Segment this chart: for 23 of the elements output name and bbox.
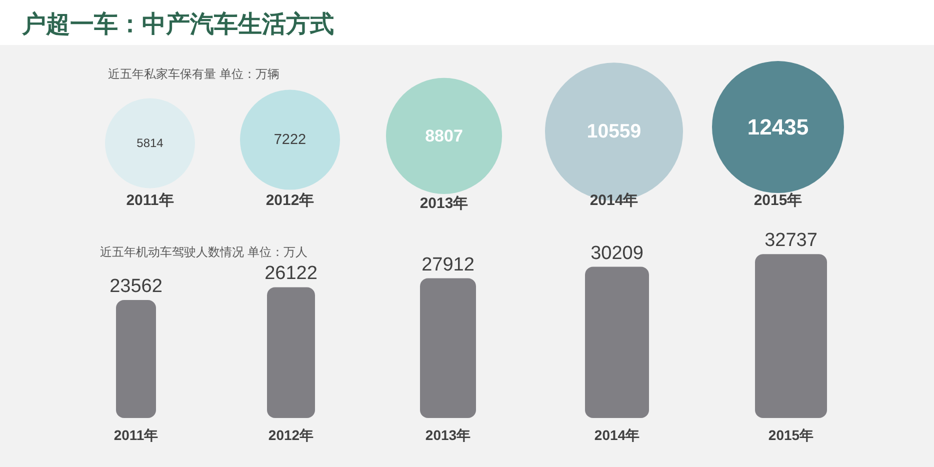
data-label: 27912 [422,254,474,276]
x-tick-label: 2013年 [425,427,471,443]
x-tick-label: 2014年 [594,427,640,443]
chart-subtitle: 近五年私家车保有量 单位：万辆 [108,67,280,81]
x-tick-label: 2012年 [268,427,314,443]
x-tick-label: 2011年 [126,192,174,209]
x-tick-label: 2011年 [114,427,158,443]
x-tick-label: 2014年 [590,192,638,209]
x-tick-label: 2013年 [420,195,468,212]
data-label: 5814 [136,136,164,150]
data-label: 23562 [110,276,162,298]
x-tick-label: 2015年 [754,192,802,209]
data-label: 8807 [425,126,463,146]
data-label: 10559 [586,120,642,143]
data-label: 30209 [590,242,644,264]
chart-title: 近五年机动车驾驶人数情况 单位：万人 [100,245,308,259]
data-label: 7222 [274,132,306,148]
data-label: 12435 [747,114,809,140]
chart-title: 户超一车：中产汽车生活方式 [21,10,334,38]
x-tick-label: 2015年 [768,427,814,443]
x-tick-label: 2012年 [266,192,314,209]
data-label: 26122 [264,263,318,284]
data-label: 32737 [764,230,818,252]
